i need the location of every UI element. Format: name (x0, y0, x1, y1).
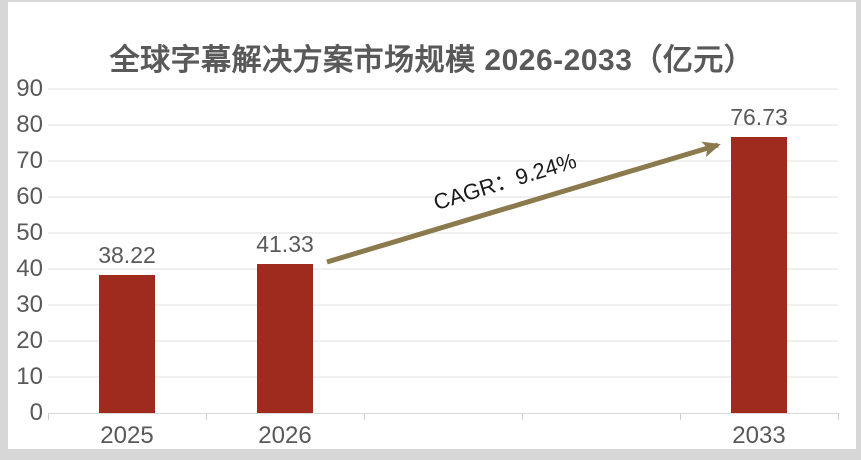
bar-2026 (257, 264, 313, 413)
y-axis-label: 0 (29, 399, 43, 426)
y-axis-label: 60 (16, 183, 43, 210)
gridline (48, 124, 838, 126)
chart-card: 全球字幕解决方案市场规模 2026-2033（亿元） 0 10 20 30 40 50 60… (8, 2, 856, 449)
y-axis-label: 20 (16, 327, 43, 354)
bar-2025 (99, 275, 155, 413)
axis-tick (206, 413, 207, 420)
axis-tick (838, 413, 839, 420)
y-axis-label: 40 (16, 255, 43, 282)
gridline (48, 376, 838, 378)
gridline (48, 88, 838, 90)
gridline (48, 232, 838, 234)
axis-tick (522, 413, 523, 420)
y-axis-label: 80 (16, 111, 43, 138)
gridline (48, 268, 838, 270)
bar-value-label: 41.33 (256, 231, 314, 258)
y-axis-label: 30 (16, 291, 43, 318)
x-axis-label: 2025 (100, 422, 154, 449)
x-axis-line (48, 413, 838, 414)
gridline (48, 304, 838, 306)
gridline (48, 340, 838, 342)
bar-value-label: 38.22 (98, 242, 156, 269)
y-axis-label: 90 (16, 75, 43, 102)
gridline (48, 160, 838, 162)
y-axis-label: 10 (16, 363, 43, 390)
axis-tick (364, 413, 365, 420)
x-axis-label: 2026 (258, 422, 312, 449)
bar-2033 (731, 136, 787, 413)
bar-value-label: 76.73 (730, 103, 788, 130)
x-axis-label: 2033 (732, 422, 786, 449)
y-axis-label: 50 (16, 219, 43, 246)
cagr-annotation: CAGR：9.24% (430, 147, 580, 216)
y-axis-label: 70 (16, 147, 43, 174)
axis-tick (48, 413, 49, 420)
axis-tick (680, 413, 681, 420)
chart-title: 全球字幕解决方案市场规模 2026-2033（亿元） (109, 44, 755, 77)
